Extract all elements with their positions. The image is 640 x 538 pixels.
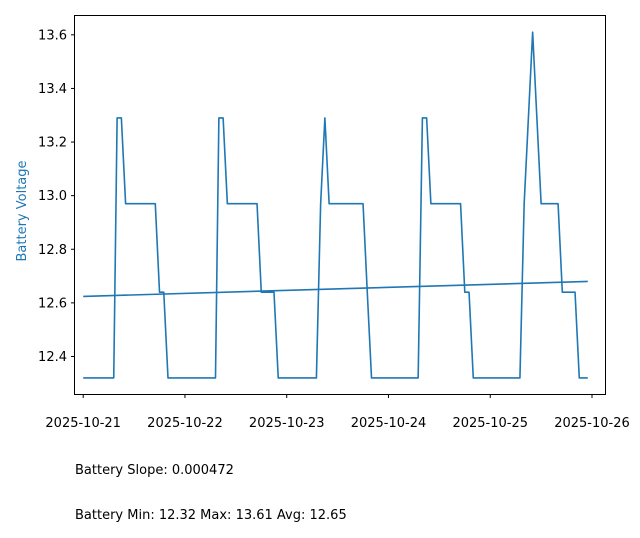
series-layer [83,31,588,379]
y-tick-label: 13.2 [38,136,67,151]
y-tick-label: 13.0 [38,189,67,204]
y-tick-label: 12.6 [38,296,67,311]
battery-voltage-chart: 2025-10-21 2025-10-22 2025-10-23 2025-10-24… [15,15,630,431]
x-tick-label: 2025-10-24 [351,416,427,431]
x-tick-label: 2025-10-25 [452,416,528,431]
battery-voltage-line [83,31,588,379]
y-axis-label: Battery Voltage [15,160,30,261]
y-tick-label: 13.6 [38,28,67,43]
x-axis: 2025-10-21 2025-10-22 2025-10-23 2025-10-24… [45,394,630,431]
x-tick-label: 2025-10-23 [249,416,325,431]
y-tick-label: 13.4 [38,82,67,97]
y-axis: 12.4 12.6 12.8 13.0 13.2 13.4 13.6 [38,28,75,365]
x-tick-label: 2025-10-26 [554,416,630,431]
battery-slope-text: Battery Slope: 0.000472 [75,463,234,478]
y-tick-label: 12.8 [38,243,67,258]
stats-annotation: Battery Slope: 0.000472 Battery Min: 12.… [75,433,347,538]
trend-line [83,280,588,298]
x-tick-label: 2025-10-21 [45,416,121,431]
y-tick-label: 12.4 [38,350,67,365]
battery-min-max-avg-text: Battery Min: 12.32 Max: 13.61 Avg: 12.65 [75,508,347,523]
plot-frame [74,15,606,395]
x-tick-label: 2025-10-22 [147,416,223,431]
